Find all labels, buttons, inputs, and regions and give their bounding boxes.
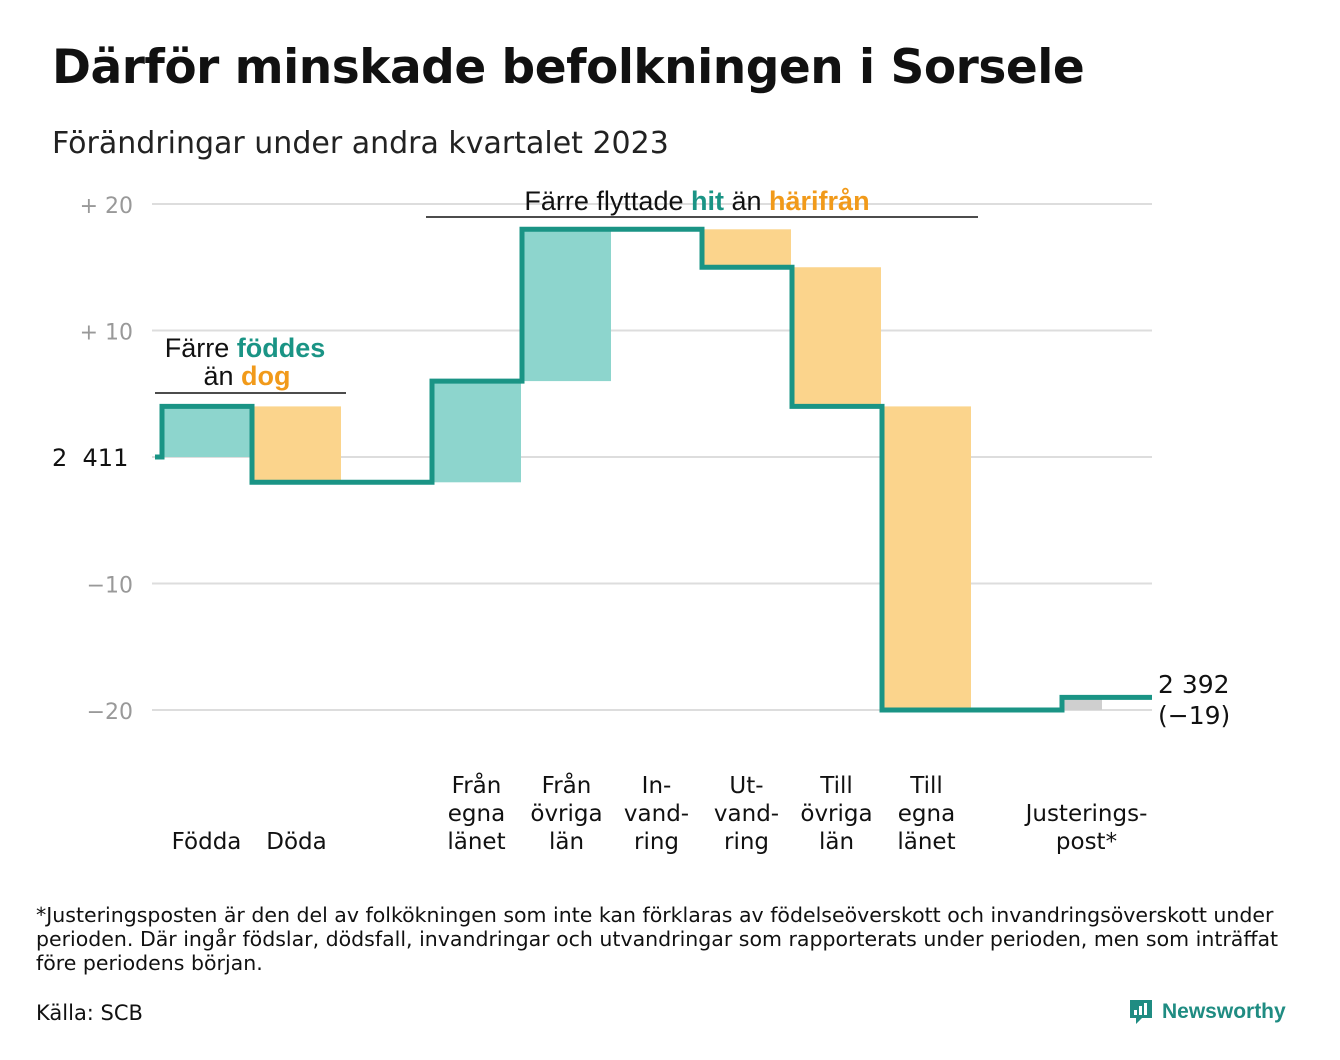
y-tick-label: −20 xyxy=(87,700,133,725)
category-label: ring xyxy=(724,829,769,855)
annotation-migration: Färre flyttade hit än härifrån xyxy=(524,186,869,216)
category-label: Justerings- xyxy=(1024,801,1148,827)
footnote: *Justeringsposten är den del av folkökni… xyxy=(36,903,1279,975)
bars xyxy=(162,229,1102,710)
category-label: Till xyxy=(819,773,853,799)
category-label: egna xyxy=(898,801,955,827)
bar-increase xyxy=(522,229,611,382)
brand-name: Newsworthy xyxy=(1162,1000,1286,1023)
step-line xyxy=(155,226,1152,713)
bar-decrease xyxy=(792,267,881,407)
start-value-label: 2 411 xyxy=(52,444,128,472)
bar-decrease xyxy=(702,229,791,268)
waterfall-chart: + 20 + 10 −10 −20 2 411 2 392(−19) Färre född… xyxy=(52,186,1230,855)
category-label: övriga xyxy=(800,801,872,827)
step-line-layer xyxy=(155,226,1152,713)
category-label: län xyxy=(819,829,854,855)
category-label: In- xyxy=(642,773,672,799)
annotation-part: än xyxy=(203,361,241,391)
annotation-births-deaths: Färre föddes xyxy=(165,333,326,363)
category-label: länet xyxy=(897,829,955,855)
category-label: Från xyxy=(452,771,502,799)
annotation-part: dog xyxy=(241,361,290,391)
annotation-births-deaths-line2: än dog xyxy=(203,361,290,391)
bar-increase xyxy=(162,406,251,457)
category-label: ring xyxy=(634,829,679,855)
category-label: Döda xyxy=(266,829,326,855)
category-label: egna xyxy=(448,801,505,827)
brand-logo: Newsworthy xyxy=(1128,998,1286,1026)
category-label: länet xyxy=(447,829,505,855)
category-label: post* xyxy=(1056,829,1117,855)
y-tick-label: + 10 xyxy=(80,321,133,346)
newsworthy-chart-bubble-icon xyxy=(1130,1000,1152,1024)
annotation-part: härifrån xyxy=(769,186,870,216)
category-label: vand- xyxy=(624,801,689,827)
category-label: Från xyxy=(542,771,592,799)
category-label: Ut- xyxy=(729,773,763,799)
bar-increase xyxy=(432,381,521,483)
end-value-label: 2 392 xyxy=(1158,670,1230,699)
category-label: övriga xyxy=(530,801,602,827)
y-axis: + 20 + 10 −10 −20 2 411 2 392(−19) xyxy=(52,194,1230,730)
category-label: vand- xyxy=(714,801,779,827)
chart-subtitle: Förändringar under andra kvartalet 2023 xyxy=(52,126,669,161)
category-label: län xyxy=(549,829,584,855)
category-label: Födda xyxy=(172,829,242,855)
bar-decrease xyxy=(882,406,971,710)
annotation-part: Färre xyxy=(165,333,237,363)
y-tick-label: + 20 xyxy=(80,194,133,219)
chart-title: Därför minskade befolkningen i Sorsele xyxy=(52,40,1085,95)
y-tick-label: −10 xyxy=(87,574,133,599)
annotation-part: än xyxy=(724,186,769,216)
annotation-part: hit xyxy=(691,186,724,216)
annotation-part: föddes xyxy=(237,333,326,363)
x-axis: Födda DödaFrånegnalänetFrånövrigalänIn-va… xyxy=(172,771,1148,855)
bar-decrease xyxy=(252,406,341,483)
bar-adjustment xyxy=(1064,697,1102,710)
source-label: Källa: SCB xyxy=(36,1001,143,1025)
annotation-part: Färre flyttade xyxy=(524,186,691,216)
category-label: Till xyxy=(909,773,943,799)
end-change-label: (−19) xyxy=(1158,701,1230,730)
